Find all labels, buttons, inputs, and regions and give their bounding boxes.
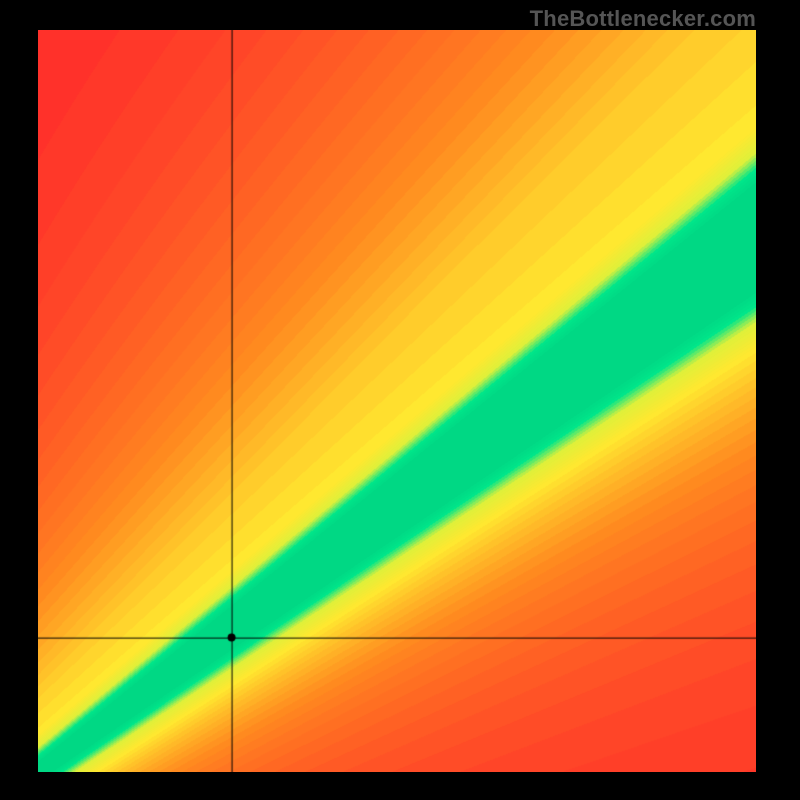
watermark: TheBottlenecker.com (530, 6, 756, 32)
bottleneck-heatmap (38, 30, 756, 772)
